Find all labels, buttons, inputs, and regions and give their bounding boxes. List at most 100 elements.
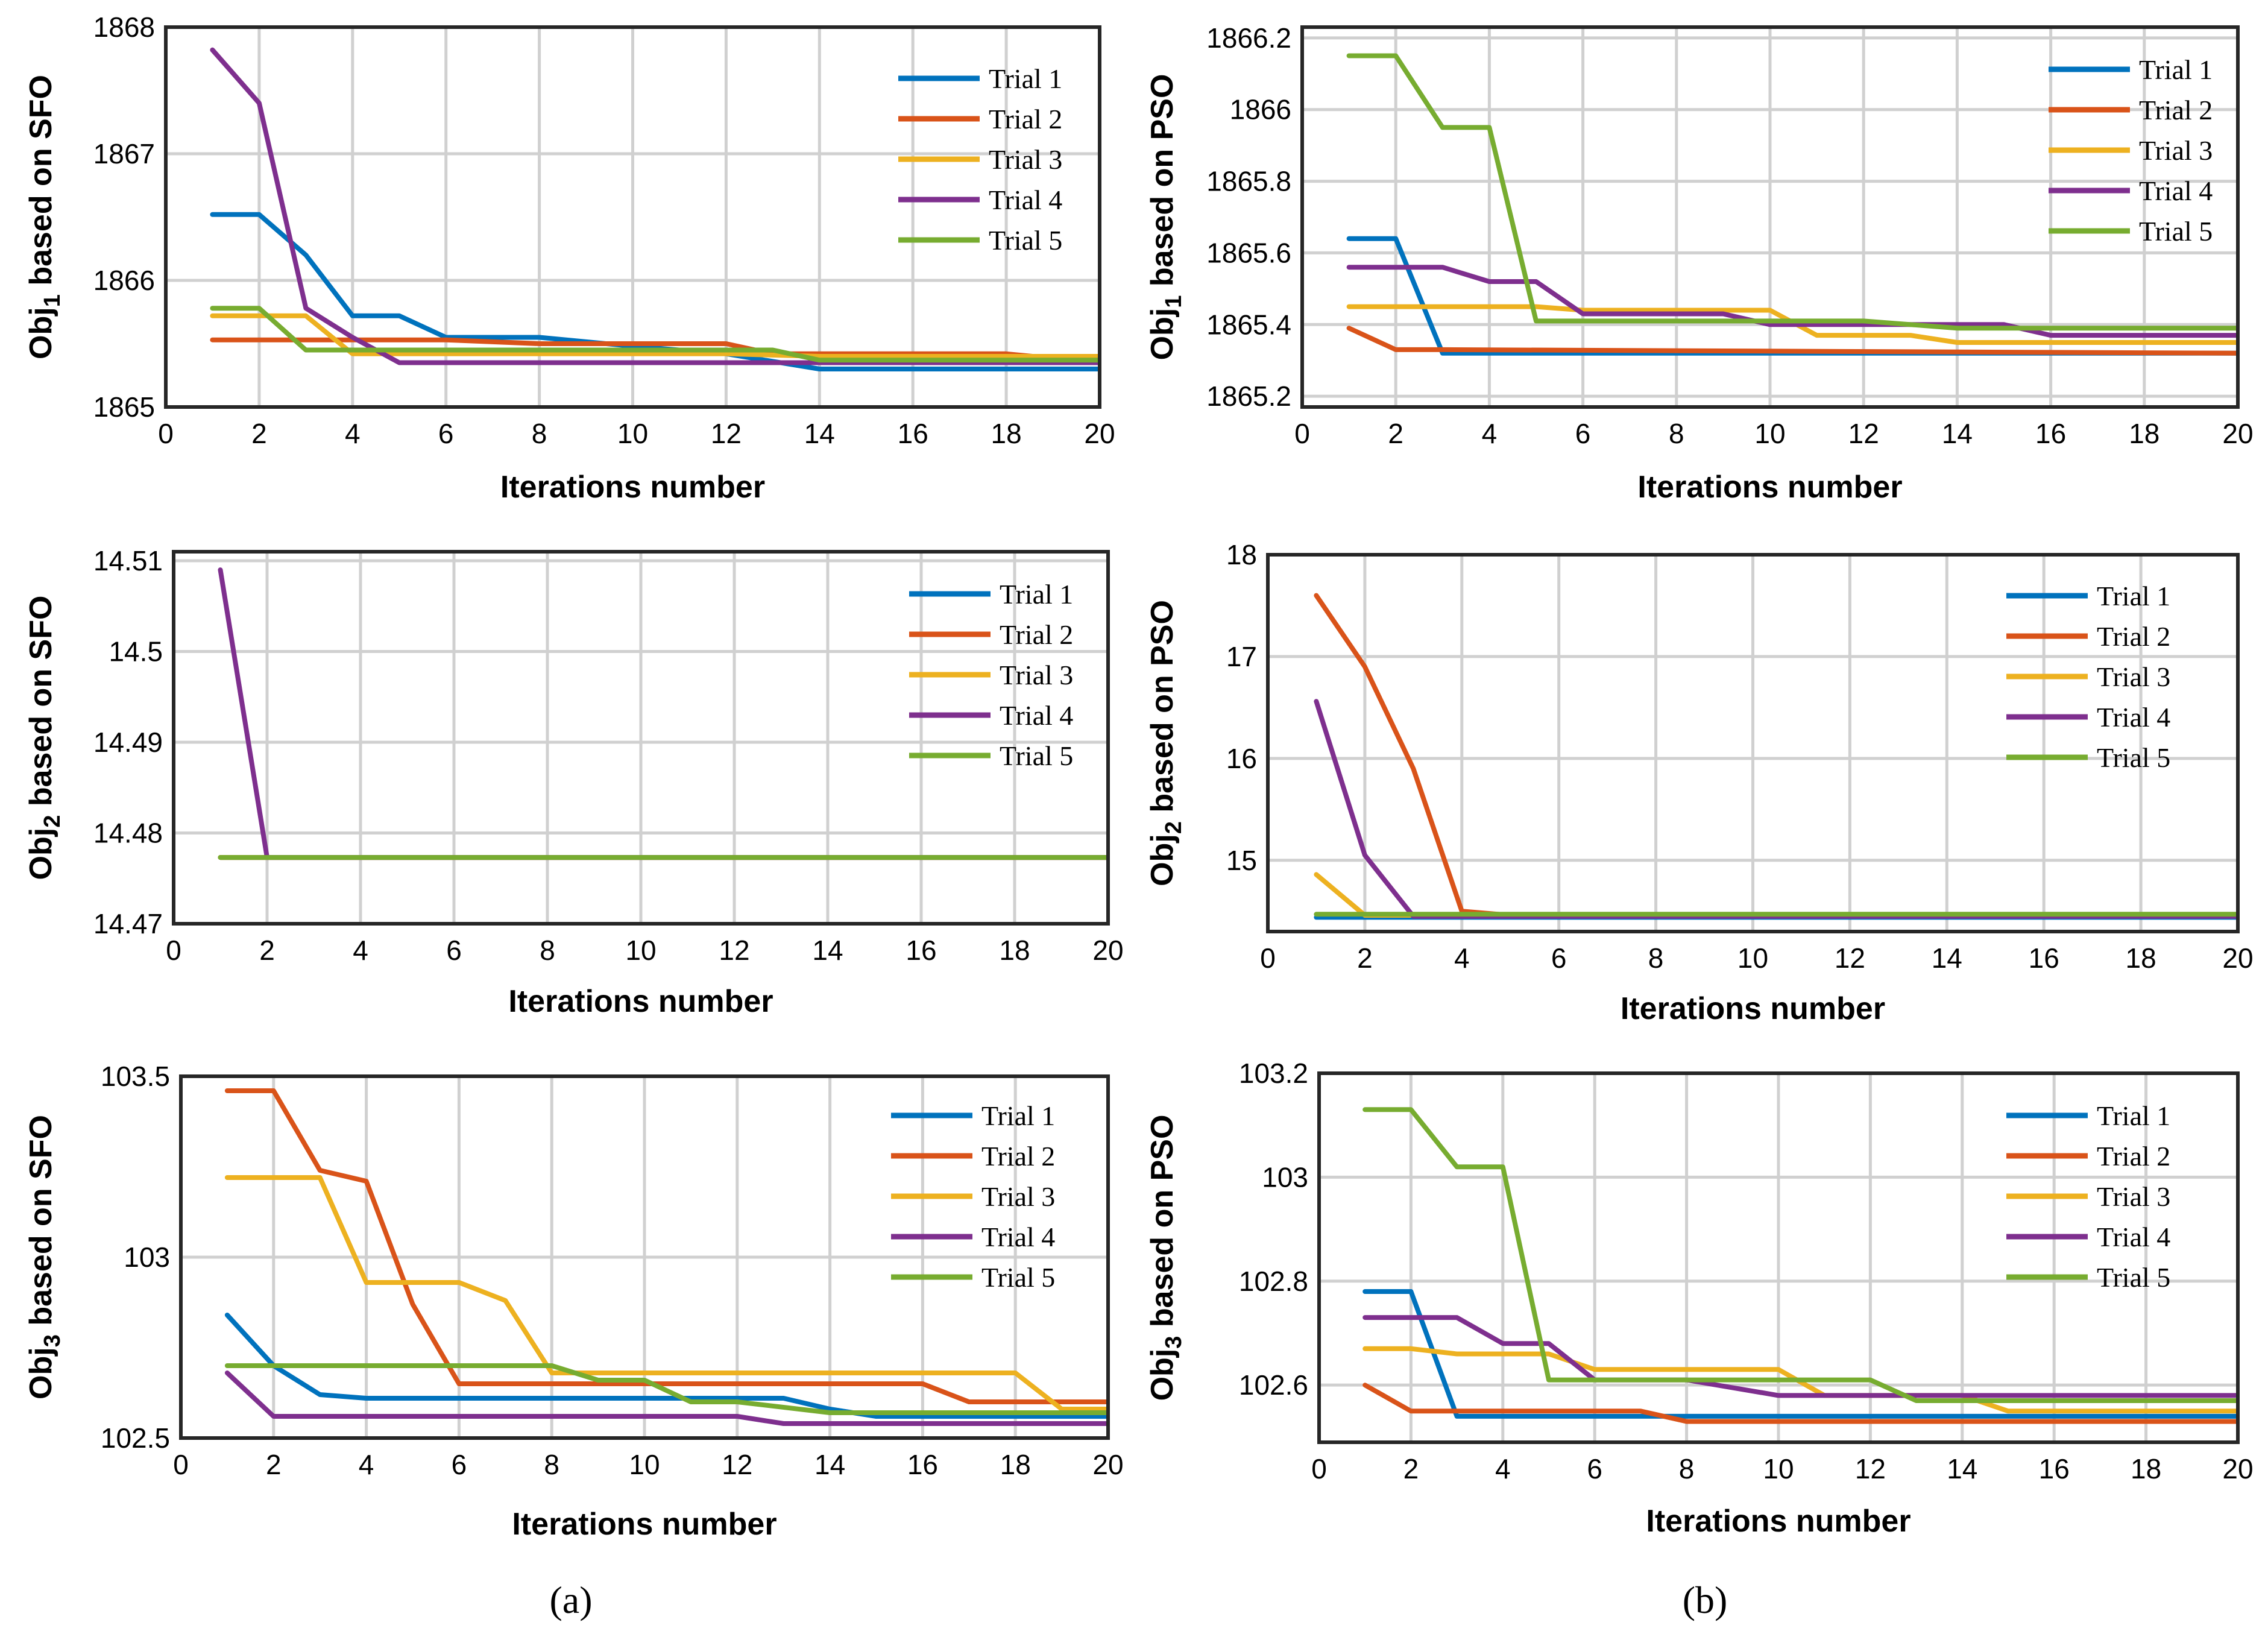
axes-frame: [172, 550, 1110, 926]
series-line-trial-3: [224, 1175, 1108, 1412]
x-tick-label: 0: [158, 418, 174, 449]
x-tick-label: 8: [532, 418, 547, 449]
legend-label-trial-1: Trial 1: [981, 1100, 1055, 1131]
x-tick-label: 12: [722, 1449, 752, 1480]
y-axis-label-rest: based on SFO: [24, 75, 58, 294]
y-axis-label: Obj3 based on SFO: [24, 1115, 65, 1399]
legend-label-trial-2: Trial 2: [2097, 621, 2170, 652]
x-tick-label: 18: [2129, 418, 2159, 449]
x-tick-label: 6: [438, 418, 454, 449]
x-tick-label: 14: [804, 418, 835, 449]
x-tick-label: 16: [906, 935, 936, 966]
series-line-trial-5: [224, 1363, 1108, 1415]
x-tick-label: 0: [166, 935, 181, 966]
x-tick-label: 12: [711, 418, 742, 449]
x-tick-label: 20: [2222, 418, 2253, 449]
y-axis-label-base: Obj: [1145, 834, 1180, 886]
series-line-trial-1: [1362, 1289, 2238, 1419]
x-tick-label: 0: [1311, 1453, 1327, 1484]
legend-label-trial-2: Trial 2: [989, 104, 1062, 134]
x-tick-label: 0: [1260, 942, 1276, 974]
y-axis-label-base: Obj: [1145, 308, 1180, 361]
x-tick-label: 12: [719, 935, 749, 966]
x-tick-label: 16: [2035, 418, 2066, 449]
legend-label-trial-4: Trial 4: [989, 185, 1062, 215]
y-axis-label: Obj1 based on PSO: [1145, 74, 1186, 361]
legend-label-trial-4: Trial 4: [2097, 1222, 2170, 1252]
series-line-trial-5: [1346, 53, 2238, 331]
legend-label-trial-4: Trial 4: [981, 1222, 1055, 1252]
x-tick-label: 20: [1092, 1449, 1123, 1480]
y-tick-label: 1865: [93, 391, 155, 423]
x-tick-label: 16: [2039, 1453, 2070, 1484]
y-axis-label: Obj2 based on SFO: [24, 596, 65, 880]
x-tick-label: 8: [1648, 942, 1664, 974]
y-tick-label: 1867: [93, 138, 155, 169]
y-axis-label-base: Obj: [1145, 1349, 1180, 1401]
y-tick-label: 1866.2: [1206, 22, 1291, 54]
y-axis-label-rest: based on PSO: [1145, 600, 1180, 821]
legend-label-trial-4: Trial 4: [2139, 175, 2213, 206]
caption-b: (b): [1683, 1579, 1728, 1621]
legend: Trial 1 Trial 2 Trial 3 Trial 4 Trial 5: [909, 579, 1073, 771]
x-tick-label: 14: [812, 935, 843, 966]
x-axis-label: Iterations number: [508, 984, 773, 1019]
x-tick-label: 18: [991, 418, 1022, 449]
series-line-trial-1: [210, 212, 1100, 371]
x-tick-label: 6: [1551, 942, 1567, 974]
y-axis-label-base: Obj: [24, 828, 58, 880]
y-axis-label-subscript: 3: [40, 1334, 65, 1347]
x-tick-label: 16: [898, 418, 928, 449]
legend-label-trial-2: Trial 2: [2139, 95, 2213, 125]
series-group: [218, 567, 1108, 860]
legend-label-trial-5: Trial 5: [2097, 742, 2170, 773]
series-line-trial-5: [210, 306, 1100, 363]
series-line-trial-3: [1362, 1346, 2238, 1414]
x-tick-label: 20: [2222, 1453, 2253, 1484]
x-tick-label: 2: [251, 418, 267, 449]
legend-label-trial-2: Trial 2: [1000, 619, 1073, 650]
axes-frame: [1300, 25, 2240, 409]
x-axis-label: Iterations number: [1637, 470, 1902, 505]
legend-label-trial-3: Trial 3: [2139, 135, 2213, 166]
legend-label-trial-3: Trial 3: [1000, 660, 1073, 690]
y-tick-label: 1868: [93, 11, 155, 43]
legend-label-trial-5: Trial 5: [2139, 216, 2213, 247]
x-tick-label: 4: [353, 935, 368, 966]
legend-label-trial-4: Trial 4: [2097, 702, 2170, 733]
x-tick-label: 6: [1575, 418, 1591, 449]
legend-label-trial-2: Trial 2: [2097, 1141, 2170, 1172]
y-tick-label: 14.47: [93, 908, 163, 939]
legend-label-trial-5: Trial 5: [1000, 740, 1073, 771]
y-tick-label: 14.49: [93, 727, 163, 758]
series-line-trial-1: [224, 1313, 1108, 1419]
series-line-trial-2: [1346, 326, 2238, 356]
y-tick-label: 18: [1226, 539, 1257, 570]
x-tick-label: 6: [452, 1449, 467, 1480]
y-tick-label: 1866: [93, 265, 155, 296]
legend-label-trial-3: Trial 3: [2097, 661, 2170, 692]
axes-frame: [179, 1074, 1110, 1440]
x-tick-label: 18: [999, 935, 1030, 966]
series-line-trial-2: [224, 1088, 1108, 1404]
series-line-trial-5: [1362, 1107, 2238, 1403]
y-tick-label: 14.48: [93, 818, 163, 849]
legend: Trial 1 Trial 2 Trial 3 Trial 4 Trial 5: [2006, 1100, 2170, 1293]
x-axis-label: Iterations number: [1646, 1504, 1910, 1539]
chart-a1: 0 2 4 6 8 10 12 14 16 18 20 1865 1866 1867 1868 Trial 1…: [24, 11, 1115, 505]
legend-label-trial-2: Trial 2: [981, 1141, 1055, 1172]
x-tick-label: 12: [1848, 418, 1879, 449]
x-tick-label: 4: [1495, 1453, 1511, 1484]
axes-frame: [1317, 1071, 2240, 1444]
x-tick-label: 14: [1947, 1453, 1977, 1484]
x-tick-label: 8: [540, 935, 555, 966]
y-axis-label-subscript: 1: [1161, 295, 1186, 308]
y-tick-label: 102.6: [1239, 1369, 1308, 1401]
y-axis-label: Obj2 based on PSO: [1145, 600, 1186, 886]
x-tick-label: 2: [1357, 942, 1373, 974]
y-axis-label-base: Obj: [24, 1347, 58, 1399]
x-tick-label: 16: [2029, 942, 2059, 974]
x-axis-label: Iterations number: [1621, 991, 1885, 1026]
x-tick-label: 0: [173, 1449, 189, 1480]
